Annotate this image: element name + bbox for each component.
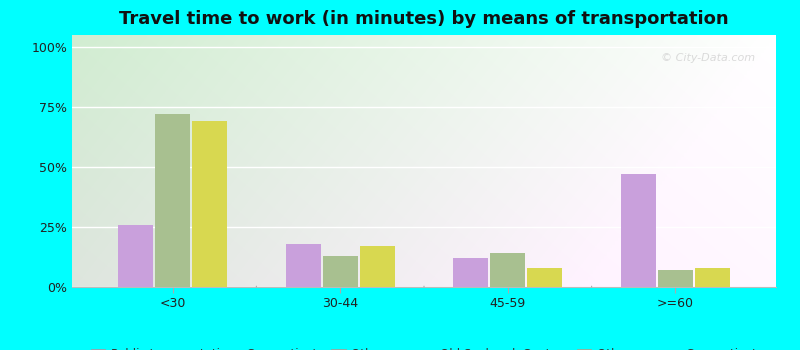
Bar bbox=[155, 114, 190, 287]
Bar bbox=[658, 270, 693, 287]
Bar bbox=[621, 174, 656, 287]
Bar bbox=[359, 246, 394, 287]
Bar bbox=[118, 225, 154, 287]
Legend: Public transportation - Connecticut, Other means - Old Saybrook Center, Other me: Public transportation - Connecticut, Oth… bbox=[86, 343, 762, 350]
Text: © City-Data.com: © City-Data.com bbox=[661, 52, 755, 63]
Bar bbox=[490, 253, 526, 287]
Bar bbox=[286, 244, 321, 287]
Bar bbox=[322, 256, 358, 287]
Title: Travel time to work (in minutes) by means of transportation: Travel time to work (in minutes) by mean… bbox=[119, 10, 729, 28]
Bar bbox=[694, 268, 730, 287]
Bar bbox=[454, 258, 489, 287]
Bar bbox=[527, 268, 562, 287]
Bar bbox=[192, 121, 227, 287]
